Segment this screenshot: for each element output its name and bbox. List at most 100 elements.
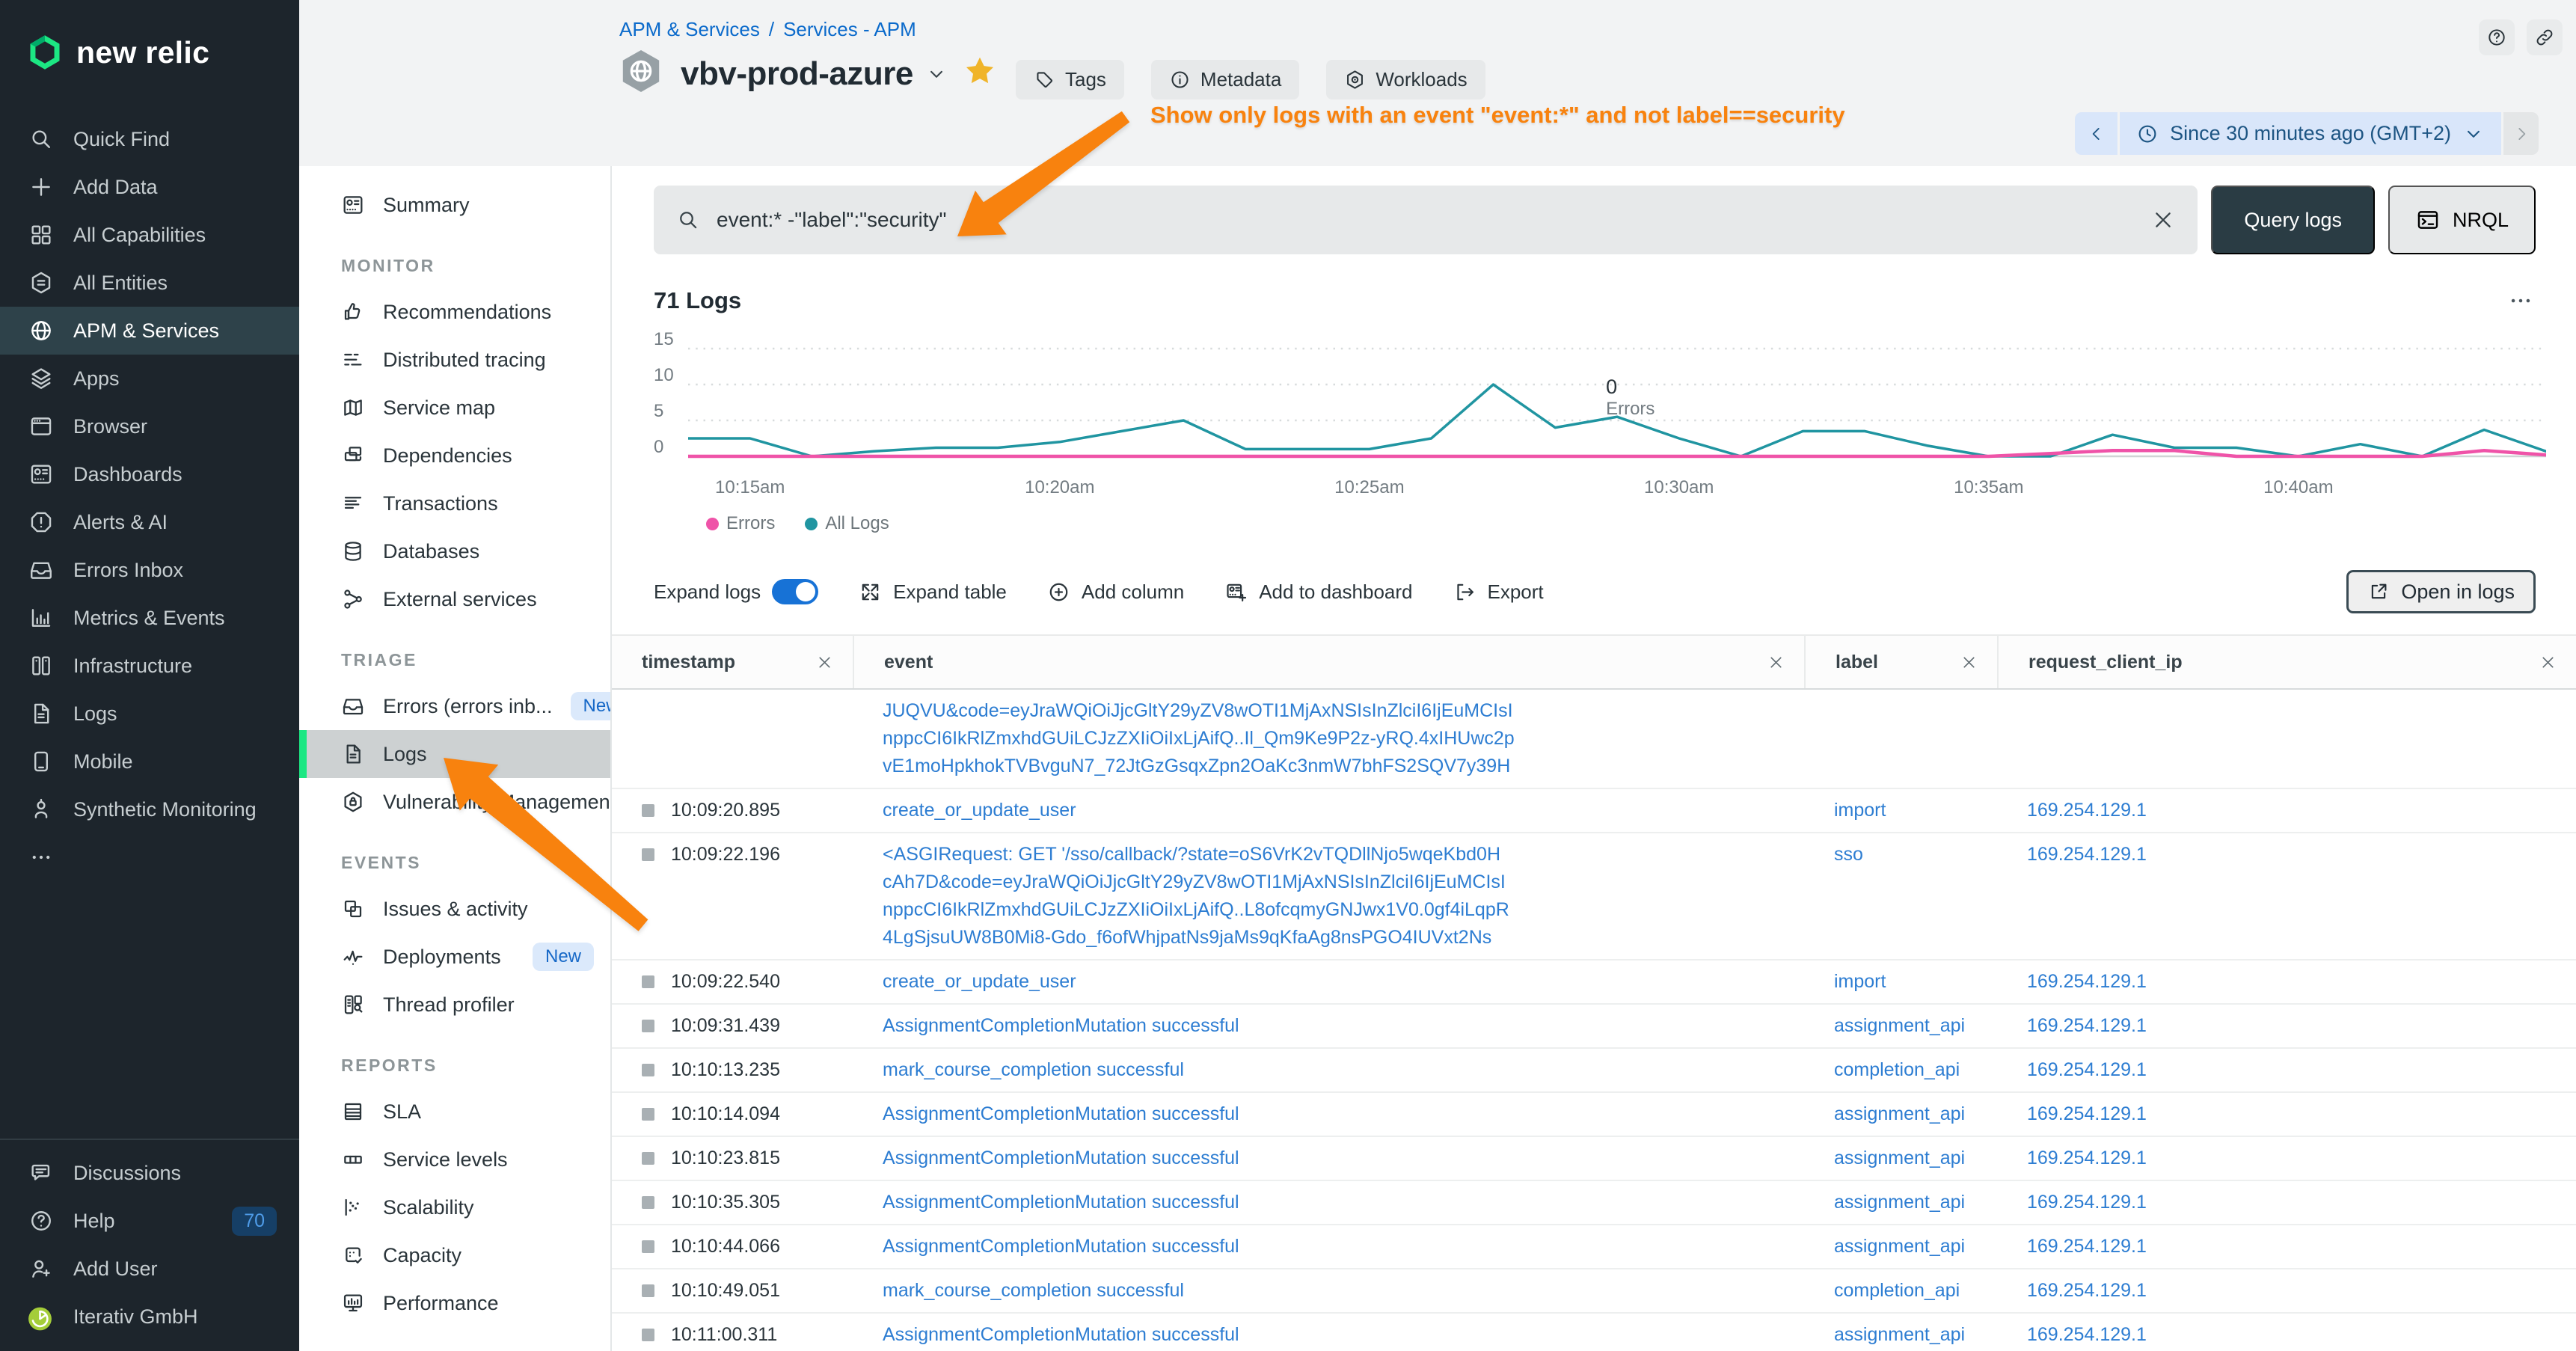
sidebar-item-dashboards[interactable]: Dashboards bbox=[0, 450, 299, 498]
event-link[interactable]: mark_course_completion successful bbox=[883, 1280, 1184, 1301]
ip-link[interactable]: 169.254.129.1 bbox=[2027, 1103, 2147, 1124]
table-row[interactable]: 10:09:31.439 AssignmentCompletionMutation… bbox=[612, 1005, 2576, 1049]
remove-column-icon[interactable] bbox=[1767, 654, 1785, 671]
event-link[interactable]: <ASGIRequest: GET '/sso/callback/?state=… bbox=[883, 844, 1509, 948]
nrql-button[interactable]: NRQL bbox=[2388, 186, 2536, 254]
table-row[interactable]: 10:11:00.311 AssignmentCompletionMutation… bbox=[612, 1314, 2576, 1351]
sidebar-item-add-data[interactable]: Add Data bbox=[0, 163, 299, 211]
subnav-item-summary[interactable]: Summary bbox=[299, 181, 610, 229]
event-link[interactable]: AssignmentCompletionMutation successful bbox=[883, 1236, 1239, 1257]
sidebar-item-synthetic-monitoring[interactable]: Synthetic Monitoring bbox=[0, 785, 299, 833]
subnav-item-service-map[interactable]: Service map bbox=[299, 384, 610, 432]
table-row[interactable]: 10:09:22.540 create_or_update_user import 1… bbox=[612, 961, 2576, 1005]
row-marker-icon[interactable] bbox=[642, 1020, 654, 1032]
subnav-item-databases[interactable]: Databases bbox=[299, 527, 610, 575]
subnav-item-dependencies[interactable]: Dependencies bbox=[299, 432, 610, 480]
table-row[interactable]: 10:10:23.815 AssignmentCompletionMutation… bbox=[612, 1137, 2576, 1181]
ip-link[interactable]: 169.254.129.1 bbox=[2027, 1280, 2147, 1301]
row-marker-icon[interactable] bbox=[642, 1284, 654, 1297]
label-link[interactable]: assignment_api bbox=[1834, 1103, 1966, 1124]
column-header-timestamp[interactable]: timestamp bbox=[612, 636, 853, 688]
sidebar-item-quick-find[interactable]: Quick Find bbox=[0, 115, 299, 163]
metadata-button[interactable]: Metadata bbox=[1150, 60, 1300, 99]
label-link[interactable]: import bbox=[1834, 971, 1886, 992]
chart-plot-area[interactable]: 0 Errors bbox=[688, 320, 2546, 470]
time-range-button[interactable]: Since 30 minutes ago (GMT+2) bbox=[2120, 112, 2501, 155]
event-link[interactable]: AssignmentCompletionMutation successful bbox=[883, 1192, 1239, 1213]
table-row[interactable]: 10:10:14.094 AssignmentCompletionMutation… bbox=[612, 1093, 2576, 1137]
table-row[interactable]: 10:09:22.196 <ASGIRequest: GET '/sso/call… bbox=[612, 833, 2576, 961]
subnav-item-deployments[interactable]: Deployments New bbox=[299, 933, 610, 981]
sidebar-item-iterativ-gmbh[interactable]: Iterativ GmbH bbox=[0, 1293, 299, 1341]
row-marker-icon[interactable] bbox=[642, 1108, 654, 1121]
remove-column-icon[interactable] bbox=[1960, 654, 1978, 671]
label-link[interactable]: assignment_api bbox=[1834, 1148, 1966, 1168]
toggle-on-icon[interactable] bbox=[772, 579, 819, 604]
time-back-button[interactable] bbox=[2075, 112, 2118, 155]
event-link[interactable]: mark_course_completion successful bbox=[883, 1059, 1184, 1080]
row-marker-icon[interactable] bbox=[642, 848, 654, 861]
sidebar-item-discussions[interactable]: Discussions bbox=[0, 1149, 299, 1197]
sidebar-item-browser[interactable]: Browser bbox=[0, 402, 299, 450]
panel-more-menu[interactable] bbox=[2506, 286, 2536, 316]
subnav-item-logs[interactable]: Logs bbox=[299, 730, 610, 778]
brand[interactable]: new relic bbox=[0, 0, 299, 84]
subnav-item-errors-errors-inb[interactable]: Errors (errors inb...New bbox=[299, 682, 610, 730]
table-row[interactable]: 10:10:44.066 AssignmentCompletionMutation… bbox=[612, 1225, 2576, 1269]
event-link[interactable]: AssignmentCompletionMutation successful bbox=[883, 1324, 1239, 1345]
event-link[interactable]: AssignmentCompletionMutation successful bbox=[883, 1148, 1239, 1168]
ip-link[interactable]: 169.254.129.1 bbox=[2027, 1236, 2147, 1257]
ip-link[interactable]: 169.254.129.1 bbox=[2027, 1324, 2147, 1345]
log-query-input[interactable]: event:* -"label":"security" bbox=[654, 186, 2198, 254]
workloads-button[interactable]: Workloads bbox=[1326, 60, 1485, 99]
sidebar-item-help[interactable]: Help 70 bbox=[0, 1197, 299, 1245]
expand-table-button[interactable]: Expand table bbox=[859, 580, 1007, 604]
ip-link[interactable]: 169.254.129.1 bbox=[2027, 844, 2147, 865]
table-row[interactable]: 10:10:35.305 AssignmentCompletionMutation… bbox=[612, 1181, 2576, 1225]
remove-column-icon[interactable] bbox=[2539, 654, 2557, 671]
sidebar-item-infrastructure[interactable]: Infrastructure bbox=[0, 642, 299, 690]
label-link[interactable]: assignment_api bbox=[1834, 1324, 1966, 1345]
column-header-request-client-ip[interactable]: request_client_ip bbox=[1997, 636, 2576, 688]
subnav-item-recommendations[interactable]: Recommendations bbox=[299, 288, 610, 336]
sidebar-item-all-capabilities[interactable]: All Capabilities bbox=[0, 211, 299, 259]
legend-item-errors[interactable]: Errors bbox=[706, 513, 775, 534]
row-marker-icon[interactable] bbox=[642, 1196, 654, 1209]
remove-column-icon[interactable] bbox=[816, 654, 833, 671]
sidebar-item-mobile[interactable]: Mobile bbox=[0, 738, 299, 785]
time-forward-button[interactable] bbox=[2503, 112, 2539, 155]
ip-link[interactable]: 169.254.129.1 bbox=[2027, 1015, 2147, 1036]
ip-link[interactable]: 169.254.129.1 bbox=[2027, 800, 2147, 821]
subnav-item-service-levels[interactable]: Service levels bbox=[299, 1136, 610, 1183]
breadcrumb-link-1[interactable]: Services - APM bbox=[783, 18, 916, 40]
expand-logs-toggle[interactable]: Expand logs bbox=[654, 579, 819, 604]
ip-link[interactable]: 169.254.129.1 bbox=[2027, 1192, 2147, 1213]
query-logs-button[interactable]: Query logs bbox=[2211, 186, 2375, 254]
sidebar-item-more[interactable] bbox=[0, 833, 299, 881]
column-header-label[interactable]: label bbox=[1804, 636, 1997, 688]
row-marker-icon[interactable] bbox=[642, 1240, 654, 1253]
row-marker-icon[interactable] bbox=[642, 804, 654, 817]
subnav-item-capacity[interactable]: Capacity bbox=[299, 1231, 610, 1279]
table-row[interactable]: 10:09:20.895 create_or_update_user import 1… bbox=[612, 789, 2576, 833]
event-link[interactable]: AssignmentCompletionMutation successful bbox=[883, 1103, 1239, 1124]
sidebar-item-logs[interactable]: Logs bbox=[0, 690, 299, 738]
column-header-event[interactable]: event bbox=[853, 636, 1804, 688]
label-link[interactable]: assignment_api bbox=[1834, 1192, 1966, 1213]
ip-link[interactable]: 169.254.129.1 bbox=[2027, 1059, 2147, 1080]
sidebar-item-alerts-ai[interactable]: Alerts & AI bbox=[0, 498, 299, 546]
label-link[interactable]: completion_api bbox=[1834, 1059, 1960, 1080]
sidebar-item-add-user[interactable]: Add User bbox=[0, 1245, 299, 1293]
ip-link[interactable]: 169.254.129.1 bbox=[2027, 1148, 2147, 1168]
label-link[interactable]: import bbox=[1834, 800, 1886, 821]
legend-item-all-logs[interactable]: All Logs bbox=[805, 513, 889, 534]
label-link[interactable]: sso bbox=[1834, 844, 1863, 865]
event-link[interactable]: create_or_update_user bbox=[883, 971, 1076, 992]
subnav-item-sla[interactable]: SLA bbox=[299, 1088, 610, 1136]
sidebar-item-all-entities[interactable]: All Entities bbox=[0, 259, 299, 307]
favorite-star-icon[interactable] bbox=[963, 54, 997, 94]
tags-button[interactable]: Tags bbox=[1016, 60, 1124, 99]
help-button[interactable] bbox=[2479, 19, 2515, 55]
event-link[interactable]: AssignmentCompletionMutation successful bbox=[883, 1015, 1239, 1036]
label-link[interactable]: assignment_api bbox=[1834, 1236, 1966, 1257]
